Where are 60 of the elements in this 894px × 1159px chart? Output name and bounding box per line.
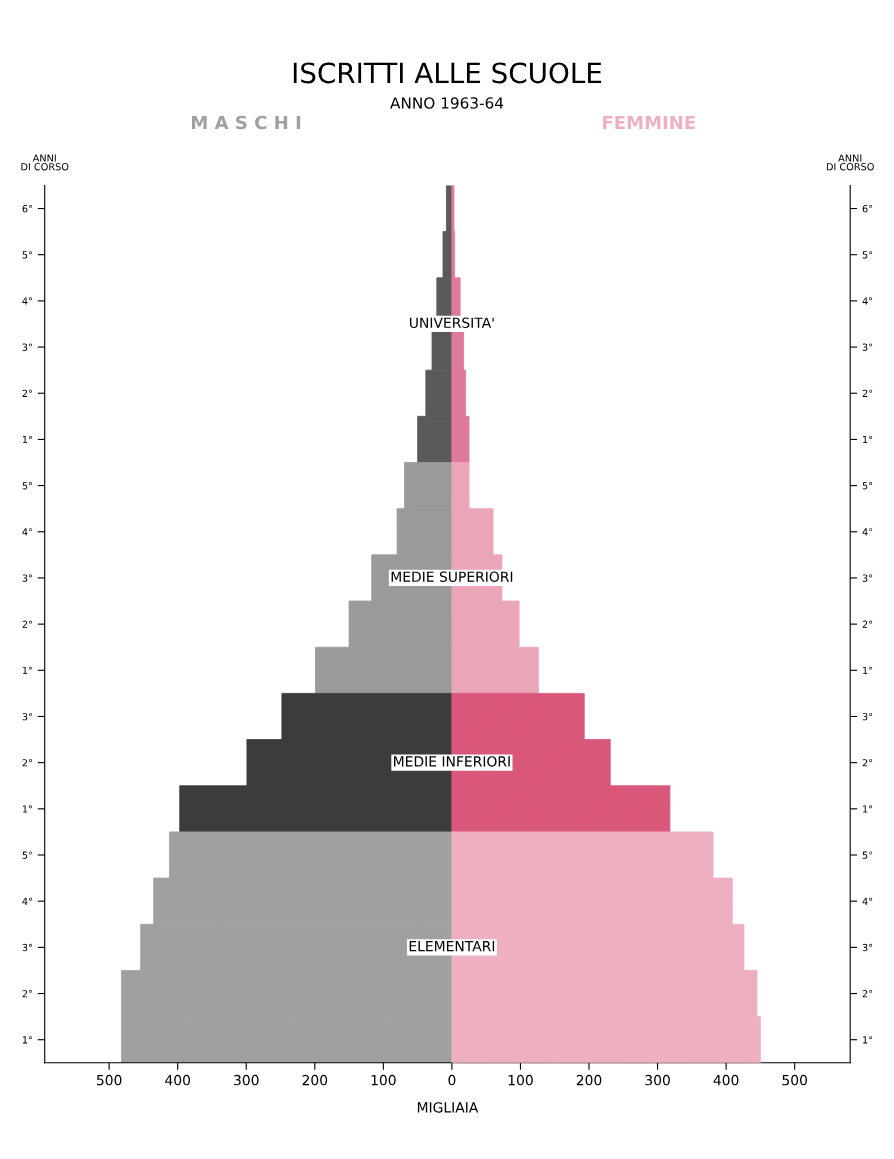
y-tick-label: 2° (862, 990, 873, 998)
y-axis-title: ANNI DI CORSO (21, 154, 69, 171)
x-tick-label: 500 (782, 1074, 807, 1086)
category-label: 1° (22, 805, 32, 813)
category-label: 3° (22, 574, 32, 582)
x-axis-title: MIGLIAIA (417, 1102, 479, 1113)
y-tick-label: 4° (862, 897, 873, 905)
x-tick-label: 300 (234, 1074, 259, 1086)
chart-subtitle: ANNO 1963-64 (390, 97, 504, 109)
x-tick-label: 400 (713, 1074, 739, 1086)
category-label: 2° (22, 620, 32, 628)
x-tick-label: 0 (448, 1074, 456, 1086)
category-label: 6° (22, 205, 32, 213)
x-tick-label: 500 (96, 1074, 122, 1086)
annotation: UNIVERSITA' (410, 317, 494, 328)
category-label: 2° (22, 990, 32, 998)
y-tick-label: 4° (862, 528, 873, 536)
y-tick-label: 5° (862, 482, 873, 490)
y-tick-label: 3° (862, 574, 873, 582)
y-tick-label: 5° (862, 851, 873, 859)
category-label: 1° (22, 435, 32, 444)
x-tick-label: 100 (371, 1074, 396, 1086)
category-label: 2° (22, 759, 32, 767)
y-tick-label: 1° (863, 666, 873, 674)
category-label: 4° (22, 528, 32, 536)
category-label: 3° (22, 943, 32, 952)
category-label: 1° (22, 666, 32, 674)
x-tick-label: 400 (165, 1074, 191, 1086)
y-tick-label: 6° (862, 205, 873, 213)
y-tick-label: 4° (862, 297, 873, 305)
y-tick-label: 3° (862, 343, 873, 351)
y-tick-label: 1° (863, 435, 873, 444)
y-tick-label: 1° (863, 1036, 873, 1044)
category-label: 4° (22, 897, 32, 905)
x-tick-label: 200 (576, 1074, 602, 1086)
category-label: 5° (22, 251, 32, 259)
category-label: 5° (22, 482, 32, 490)
x-tick-label: 100 (508, 1074, 533, 1086)
y2-axis-title: ANNI DI CORSO (826, 154, 874, 171)
category-label: 4° (22, 297, 32, 305)
y-tick-label: 2° (862, 759, 873, 767)
chart-title: ISCRITTI ALLE SCUOLE (293, 62, 602, 84)
y-tick-label: 2° (862, 389, 873, 397)
y-tick-label: 5° (862, 251, 873, 259)
text: M A S C H I (192, 115, 301, 130)
x-tick-label: 300 (645, 1074, 670, 1086)
y-tick-label: 2° (862, 620, 873, 628)
annotation: MEDIE INFERIORI (394, 756, 510, 767)
y-tick-label: 1° (863, 805, 873, 813)
annotation: ELEMENTARI (409, 941, 495, 952)
text: FEMMINE (603, 115, 695, 130)
category-label: 5° (22, 851, 32, 859)
category-label: 3° (22, 712, 32, 721)
category-label: 3° (22, 343, 32, 351)
x-tick-label: 200 (302, 1074, 328, 1086)
category-label: 1° (22, 1036, 32, 1044)
y-tick-label: 3° (862, 943, 873, 952)
category-label: 2° (22, 389, 32, 397)
y-tick-label: 3° (862, 712, 873, 721)
annotation: MEDIE SUPERIORI (391, 571, 513, 582)
